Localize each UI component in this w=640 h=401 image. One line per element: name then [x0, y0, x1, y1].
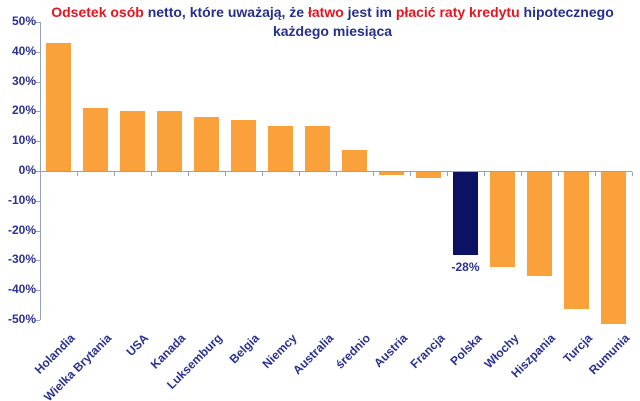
category-label: Rumunia: [586, 331, 633, 378]
y-tick-mark: [35, 51, 40, 53]
x-tick-mark: [188, 172, 189, 176]
y-axis-tick-label: 40%: [11, 43, 36, 58]
category-label: średnio: [332, 331, 374, 372]
y-axis-tick-label: -50%: [7, 312, 36, 326]
category-label: Turcja: [560, 331, 596, 366]
bar: [416, 172, 441, 178]
category-label: Belgia: [227, 331, 263, 367]
y-axis-tick-label: -30%: [7, 252, 36, 267]
y-axis-tick-label: 30%: [11, 73, 36, 88]
y-axis-tick-label: 20%: [11, 103, 36, 118]
x-tick-mark: [632, 172, 633, 176]
bar: [194, 117, 219, 171]
title-segment: Odsetek osób: [51, 4, 144, 20]
category-label: USA: [123, 331, 152, 359]
y-axis-tick-label: 0%: [18, 163, 36, 177]
x-tick-mark: [225, 172, 226, 176]
x-tick-mark: [410, 172, 411, 176]
bar: [157, 111, 182, 171]
title-segment: płacić raty kredytu: [395, 4, 520, 20]
bar: [527, 172, 552, 276]
bar: [601, 172, 626, 324]
bar-value-label: -28%: [451, 260, 480, 275]
x-tick-mark: [373, 172, 374, 176]
y-axis-tick-label: 10%: [11, 133, 36, 148]
x-tick-mark: [114, 172, 115, 176]
y-tick-mark: [35, 81, 40, 83]
category-label: Polska: [447, 331, 485, 369]
bar: [564, 172, 589, 309]
x-tick-mark: [558, 172, 559, 176]
title-segment: netto, które uważają, że: [143, 4, 308, 20]
title-segment: jest im: [343, 4, 396, 20]
x-tick-mark: [336, 172, 337, 176]
category-label: Austria: [371, 331, 411, 371]
x-tick-mark: [484, 172, 485, 176]
y-axis-tick-label: 50%: [11, 14, 36, 28]
title-segment: łatwo: [307, 4, 344, 20]
x-tick-mark: [447, 172, 448, 176]
y-axis-tick-label: -20%: [7, 222, 36, 237]
bar: [305, 126, 330, 171]
x-tick-mark: [151, 172, 152, 176]
y-axis-tick-label: -10%: [7, 192, 36, 207]
y-tick-mark: [35, 290, 40, 292]
bar: [268, 126, 293, 171]
x-tick-mark: [521, 172, 522, 176]
y-tick-mark: [35, 260, 40, 262]
y-tick-mark: [35, 230, 40, 232]
bar: [231, 120, 256, 171]
y-tick-mark: [35, 111, 40, 113]
bar: [490, 172, 515, 267]
y-tick-mark: [35, 22, 40, 23]
bar: [342, 150, 367, 171]
x-tick-mark: [595, 172, 596, 176]
x-tick-mark: [262, 172, 263, 176]
x-axis-line: [40, 171, 632, 172]
chart-title: Odsetek osób netto, które uważają, że ła…: [25, 3, 640, 41]
category-label: Francja: [407, 331, 448, 372]
x-tick-mark: [299, 172, 300, 176]
y-axis-tick-label: -40%: [7, 282, 36, 297]
y-tick-mark: [35, 200, 40, 202]
bar: [83, 108, 108, 171]
bar-highlight: [453, 172, 478, 255]
x-tick-mark: [40, 172, 41, 176]
y-tick-mark: [35, 171, 40, 172]
y-tick-mark: [35, 320, 40, 321]
title-segment: hipotecznego każdego miesiąca: [272, 4, 614, 39]
bar: [379, 172, 404, 175]
bar: [46, 43, 71, 171]
x-tick-mark: [77, 172, 78, 176]
bar: [120, 111, 145, 171]
y-tick-mark: [35, 141, 40, 143]
